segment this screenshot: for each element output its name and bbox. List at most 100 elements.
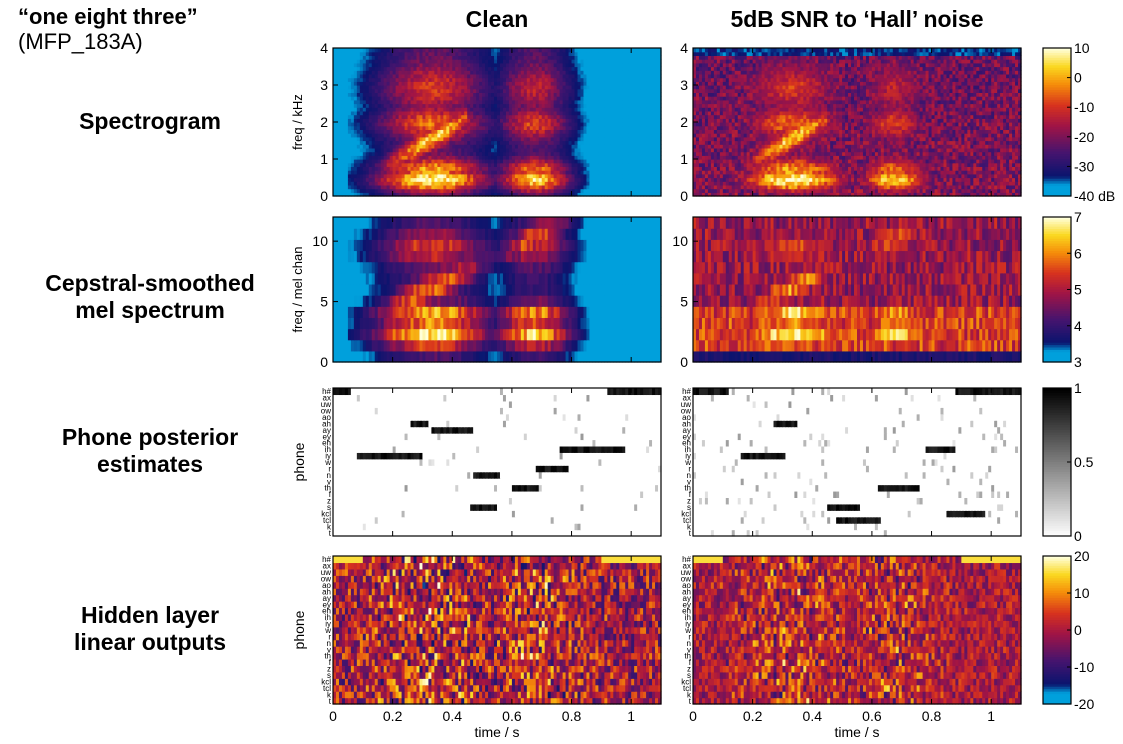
y-tick-label: 0: [680, 188, 688, 204]
panel-frame: [692, 387, 1022, 537]
phone-tick-label: ey: [323, 432, 331, 441]
colorbar-0: [1043, 48, 1071, 197]
y-axis-label: phone: [291, 610, 307, 649]
y-axis-label: phone: [291, 442, 307, 481]
phone-tick-label: th: [324, 484, 331, 493]
phone-tick-label: iy: [685, 620, 691, 629]
colorbar-tick-label: 10: [1074, 585, 1090, 601]
colorbar-tick-label: 10: [1074, 40, 1090, 56]
phone-tick-label: w: [684, 458, 691, 467]
phone-tick-label: t: [689, 529, 692, 538]
phone-tick-label: kcl: [681, 509, 691, 518]
x-tick-label: 1: [987, 708, 995, 724]
colorbar-tick-label: 0: [1074, 622, 1082, 638]
phone-tick-label: f: [329, 658, 332, 667]
y-tick-label: 2: [680, 114, 688, 130]
x-tick-label: 0.8: [922, 708, 942, 724]
phone-tick-label: s: [687, 671, 691, 680]
phone-tick-label: v: [327, 645, 331, 654]
phone-tick-label: k: [687, 690, 692, 699]
row-label-mel: Cepstral-smoothed mel spectrum: [0, 270, 300, 324]
colorbar-tick-label: 3: [1074, 354, 1082, 370]
utterance-label: “one eight three” (MFP_183A): [18, 4, 198, 54]
phone-tick-label: ao: [682, 581, 691, 590]
phone-tick-label: n: [687, 471, 691, 480]
phone-tick-label: r: [688, 464, 691, 473]
colorbar-tick-label: -40 dB: [1074, 188, 1115, 204]
spectrogram-noisy-panel: [693, 48, 1022, 197]
phone-tick-label: ey: [683, 600, 691, 609]
x-tick-label: 0.6: [862, 708, 882, 724]
phone-tick-label: z: [687, 665, 691, 674]
phone-tick-label: k: [687, 522, 692, 531]
panel-frame: [332, 555, 662, 705]
colorbar-tick-label: -10: [1074, 99, 1094, 115]
colorbar-tick-label: 4: [1074, 318, 1082, 334]
x-tick-label: 1: [627, 708, 635, 724]
phone-tick-label: w: [324, 626, 331, 635]
colorbar-1: [1043, 217, 1071, 363]
phone-tick-label: r: [688, 632, 691, 641]
hidden-layer-clean-panel: [333, 556, 662, 705]
phone-tick-label: uw: [681, 400, 691, 409]
panel-frame: [332, 387, 662, 537]
y-tick-label: 3: [680, 77, 688, 93]
hidden-layer-noisy-panel: [693, 556, 1022, 705]
phone-tick-label: f: [689, 490, 692, 499]
phone-tick-label: ah: [322, 419, 331, 428]
phone-tick-label: uw: [681, 568, 691, 577]
phone-tick-label: w: [684, 626, 691, 635]
phone-tick-label: t: [689, 697, 692, 706]
colorbar-tick-label: 0.5: [1074, 454, 1094, 470]
column-title-noisy: 5dB SNR to ‘Hall’ noise: [693, 6, 1021, 33]
column-title-clean: Clean: [333, 6, 661, 33]
phone-tick-label: ao: [322, 413, 331, 422]
y-tick-label: 1: [320, 151, 328, 167]
colorbar-tick-label: -20: [1074, 129, 1094, 145]
phone-tick-label: ax: [323, 562, 331, 571]
row-label-posterior: Phone posterior estimates: [0, 424, 300, 478]
phone-tick-label: ih: [685, 613, 691, 622]
colorbar-tick-label: 7: [1074, 209, 1082, 225]
phone-tick-label: ay: [683, 594, 691, 603]
phone-tick-label: s: [327, 503, 331, 512]
x-tick-label: 0.2: [743, 708, 763, 724]
phone-tick-label: ah: [682, 587, 691, 596]
phone-tick-label: h#: [322, 555, 331, 564]
phone-tick-label: ih: [325, 445, 331, 454]
colorbar-3: [1043, 556, 1071, 705]
phone-tick-label: uw: [321, 568, 331, 577]
x-tick-label: 0.4: [803, 708, 823, 724]
panel-frame: [332, 216, 662, 363]
phone-tick-label: v: [687, 477, 691, 486]
phone-tick-label: k: [327, 522, 332, 531]
phone-tick-label: h#: [322, 387, 331, 396]
phone-tick-label: z: [327, 497, 331, 506]
phone-tick-label: iy: [325, 452, 331, 461]
phone-tick-label: tcl: [323, 684, 331, 693]
phone-tick-label: ey: [323, 600, 331, 609]
phone-tick-label: ah: [682, 419, 691, 428]
y-tick-label: 5: [680, 294, 688, 310]
y-tick-label: 1: [680, 151, 688, 167]
y-tick-label: 0: [320, 354, 328, 370]
x-tick-label: 0.6: [502, 708, 522, 724]
colorbar-frame: [1042, 47, 1072, 197]
phone-tick-label: ax: [683, 562, 691, 571]
phone-tick-label: w: [324, 458, 331, 467]
y-tick-label: 3: [320, 77, 328, 93]
phone-tick-label: v: [687, 645, 691, 654]
utterance-quote: “one eight three”: [18, 4, 198, 29]
phone-tick-label: tcl: [323, 516, 331, 525]
phone-tick-label: eh: [322, 439, 331, 448]
y-tick-label: 10: [312, 233, 328, 249]
phone-tick-label: ay: [323, 594, 331, 603]
phone-tick-label: r: [328, 632, 331, 641]
colorbar-tick-label: 1: [1074, 380, 1082, 396]
y-axis-label: freq / mel chan: [290, 247, 305, 333]
phone-tick-label: s: [327, 671, 331, 680]
colorbar-tick-label: 20: [1074, 548, 1090, 564]
y-tick-label: 0: [680, 354, 688, 370]
phone-tick-label: f: [329, 490, 332, 499]
